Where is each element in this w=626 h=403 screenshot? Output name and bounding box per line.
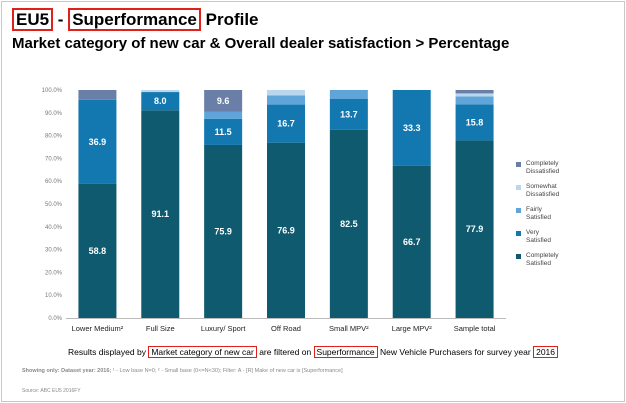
legend-label: Somewhat — [526, 183, 557, 190]
data-label: 15.8 — [466, 117, 484, 127]
legend-label: Very — [526, 229, 540, 236]
filter-description: Results displayed by Market category of … — [0, 346, 626, 358]
bar-segment — [141, 110, 180, 319]
footer-highlight-make: Superformance — [313, 346, 378, 358]
legend-label: Satisfied — [526, 237, 551, 244]
legend-swatch — [516, 208, 521, 213]
data-label: 77.9 — [466, 224, 484, 234]
bar-segment — [204, 118, 243, 145]
bar-segment — [455, 93, 494, 97]
category-label: Small MPV² — [329, 324, 369, 333]
data-label: 91.1 — [152, 209, 170, 219]
bar-segment — [329, 129, 368, 318]
category-label: Large MPV² — [392, 324, 433, 333]
data-label: 13.7 — [340, 109, 358, 119]
bar-segment — [455, 140, 494, 318]
bar-segment — [267, 104, 305, 143]
y-tick-label: 50.0% — [45, 202, 63, 208]
y-tick-label: 90.0% — [45, 111, 63, 117]
note-rest: ¹ - Low base N=0; ² - Small base (0<=N<3… — [111, 368, 343, 374]
dataset-note: Showing only: Dataset year: 2016; ¹ - Lo… — [22, 368, 343, 374]
legend-label: Dissatisfied — [526, 168, 560, 175]
data-label: 75.9 — [214, 226, 232, 236]
y-tick-label: 40.0% — [45, 225, 63, 231]
y-tick-label: 70.0% — [45, 156, 63, 162]
bar-segment — [78, 99, 117, 184]
bar-segment — [329, 98, 368, 130]
bar-segment — [204, 111, 243, 119]
title-suffix: Profile — [200, 10, 259, 29]
category-label: Luxury/ Sport — [201, 324, 247, 333]
legend-label: Satisfied — [526, 214, 551, 221]
data-label: 66.7 — [403, 237, 421, 247]
legend-swatch — [516, 162, 521, 167]
note-lead: Showing only: Dataset year: 2016; — [22, 368, 112, 374]
y-tick-label: 60.0% — [45, 179, 63, 185]
category-label: Lower Medium² — [72, 324, 124, 333]
data-label: 9.6 — [217, 96, 230, 106]
page-subtitle: Market category of new car & Overall dea… — [12, 35, 510, 52]
y-tick-label: 100.0% — [42, 88, 63, 94]
data-label: 58.8 — [89, 246, 107, 256]
footer-text-3: New Vehicle Purchasers for survey year — [377, 347, 534, 357]
bar-segment — [455, 104, 494, 141]
y-tick-label: 10.0% — [45, 293, 63, 299]
y-tick-label: 0.0% — [48, 316, 62, 322]
data-label: 36.9 — [89, 137, 107, 147]
footer-text-2: are filtered on — [256, 347, 314, 357]
bar-segment — [329, 90, 368, 99]
legend-label: Dissatisfied — [526, 191, 560, 198]
legend-label: Completely — [526, 252, 559, 259]
bar-segment — [204, 90, 243, 112]
data-label: 8.0 — [154, 96, 167, 106]
bar-segment — [392, 90, 431, 166]
bar-segment — [392, 165, 431, 318]
footer-text-1: Results displayed by — [67, 347, 149, 357]
bar-segment — [141, 90, 180, 93]
title-separator: - — [53, 10, 69, 29]
footer-highlight-year: 2016 — [533, 346, 559, 358]
y-tick-label: 30.0% — [45, 248, 63, 254]
legend-label: Fairly — [526, 206, 543, 213]
title-highlight-region: EU5 — [12, 8, 54, 31]
title-highlight-make: Superformance — [68, 8, 201, 31]
data-label: 82.5 — [340, 219, 358, 229]
bar-segment — [78, 183, 117, 318]
bar-segment — [455, 96, 494, 105]
category-label: Full Size — [146, 324, 175, 333]
legend-label: Satisfied — [526, 260, 551, 267]
legend-swatch — [516, 231, 521, 236]
bar-segment — [267, 90, 305, 96]
y-tick-label: 20.0% — [45, 270, 63, 276]
footer-highlight-category: Market category of new car — [148, 346, 257, 358]
category-label: Off Road — [271, 324, 301, 333]
data-label: 33.3 — [403, 123, 421, 133]
y-tick-label: 80.0% — [45, 134, 63, 140]
bar-segment — [267, 95, 305, 105]
bar-segment — [267, 142, 305, 318]
category-label: Sample total — [454, 324, 496, 333]
bar-segment — [141, 92, 180, 111]
bar-segment — [78, 90, 117, 100]
legend-swatch — [516, 185, 521, 190]
legend-label: Completely — [526, 160, 559, 167]
data-label: 16.7 — [277, 119, 295, 129]
data-label: 76.9 — [277, 225, 295, 235]
page-title: EU5 - Superformance Profile — [12, 8, 259, 31]
source-note: Source: ABC EU5 2016FY — [22, 388, 81, 394]
bar-segment — [455, 90, 494, 94]
bar-segment — [204, 144, 243, 318]
legend-swatch — [516, 254, 521, 259]
data-label: 11.5 — [215, 127, 232, 137]
